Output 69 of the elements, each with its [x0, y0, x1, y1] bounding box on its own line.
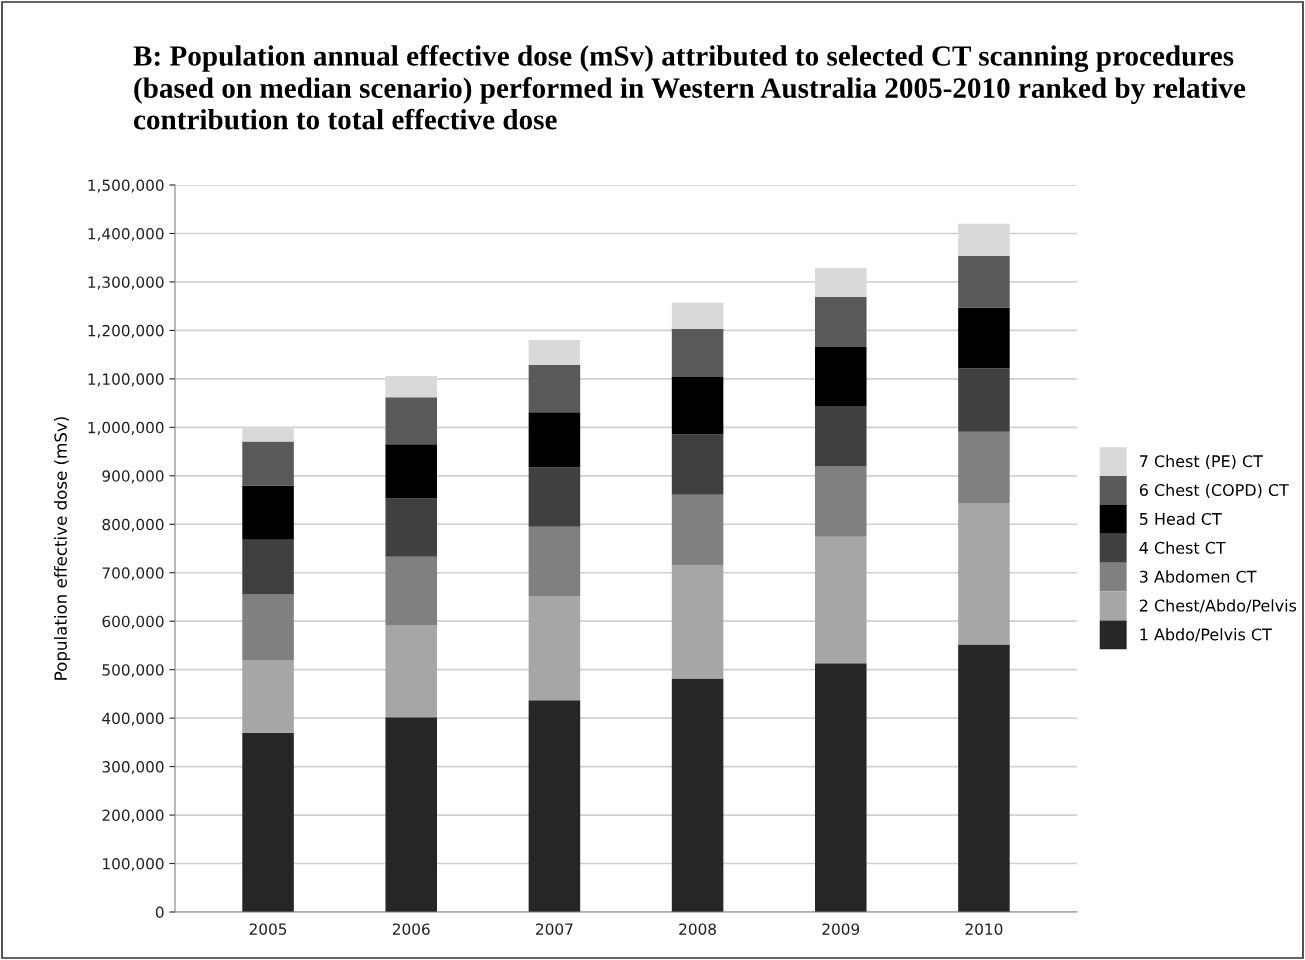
bar: [242, 485, 294, 540]
bar: [814, 296, 867, 347]
legend-label: 2 Chest/Abdo/Pelvis: [1139, 599, 1297, 613]
y-tick-label: 1,300,000: [88, 276, 164, 290]
y-tick-label: 1,100,000: [88, 373, 164, 387]
bar: [671, 302, 724, 329]
bar: [528, 412, 581, 468]
bar: [242, 594, 294, 661]
y-tick-label: 800,000: [102, 518, 164, 532]
bar: [385, 717, 438, 912]
legend-label: 4 Chest CT: [1139, 541, 1226, 554]
legend-label: 1 Abdo/Pelvis CT: [1140, 628, 1272, 642]
x-tick-label: 2005: [249, 923, 287, 935]
bar: [814, 406, 867, 467]
bar: [528, 340, 581, 365]
bar: [242, 539, 294, 595]
bar: [958, 255, 1010, 308]
x-tick-label: 2010: [965, 923, 1003, 935]
y-tick-label: 400,000: [102, 712, 164, 726]
y-tick-label: 200,000: [102, 809, 164, 823]
y-tick-label: 1,400,000: [88, 227, 164, 242]
bar: [958, 502, 1010, 645]
bar: [528, 526, 581, 596]
bar: [814, 536, 867, 664]
bar: [671, 494, 724, 566]
bar: [385, 444, 438, 499]
bar: [814, 663, 867, 912]
bar: [242, 732, 294, 912]
bar: [671, 376, 724, 435]
y-tick-label: 500,000: [102, 664, 164, 678]
bar: [242, 441, 294, 486]
bar: [528, 364, 581, 413]
x-tick-label: 2008: [679, 923, 716, 935]
y-tick-label: 1,500,000: [88, 179, 164, 193]
y-tick-label: 700,000: [102, 567, 164, 581]
x-tick-label: 2006: [392, 923, 430, 935]
bar: [958, 644, 1010, 912]
y-axis-title: Population effective dose (mSv): [54, 417, 71, 680]
bar: [385, 498, 438, 557]
bar: [671, 678, 724, 912]
y-tick-label: 100,000: [103, 858, 164, 872]
y-tick-label: 900,000: [102, 470, 164, 484]
bar: [671, 434, 724, 495]
bar: [528, 467, 581, 527]
legend-label: 7 Chest (PE) CT: [1140, 454, 1263, 470]
y-tick-label: 600,000: [102, 615, 164, 629]
bar: [385, 556, 438, 626]
bar: [242, 660, 294, 733]
bar: [958, 431, 1010, 503]
bar: [385, 397, 438, 445]
y-tick-label: 1,000,000: [88, 421, 164, 435]
bar: [814, 346, 867, 407]
bar: [814, 466, 867, 537]
bar: [528, 700, 581, 912]
bar: [671, 565, 724, 679]
bar: [958, 368, 1010, 432]
y-tick-label: 0: [155, 906, 164, 919]
x-tick-label: 2009: [822, 923, 860, 935]
bar: [385, 625, 438, 718]
x-tick-label: 2007: [536, 923, 573, 935]
y-tick-label: 300,000: [102, 761, 164, 775]
y-tick-label: 1,200,000: [88, 324, 164, 338]
bar: [528, 596, 581, 701]
bar: [958, 307, 1010, 369]
legend-label: 6 Chest (COPD) CT: [1139, 483, 1289, 498]
legend-label: 5 Head CT: [1139, 512, 1222, 525]
bar: [671, 328, 724, 377]
legend-label: 3 Abdomen CT: [1139, 570, 1257, 583]
chart-title: B: Population annual effective dose (mSv) attributed to selected CT scanning procedures (based on median scenario) performed in Western Australia 2005-2010 ranked by relative contribution to total effective dose: [133, 45, 1246, 130]
